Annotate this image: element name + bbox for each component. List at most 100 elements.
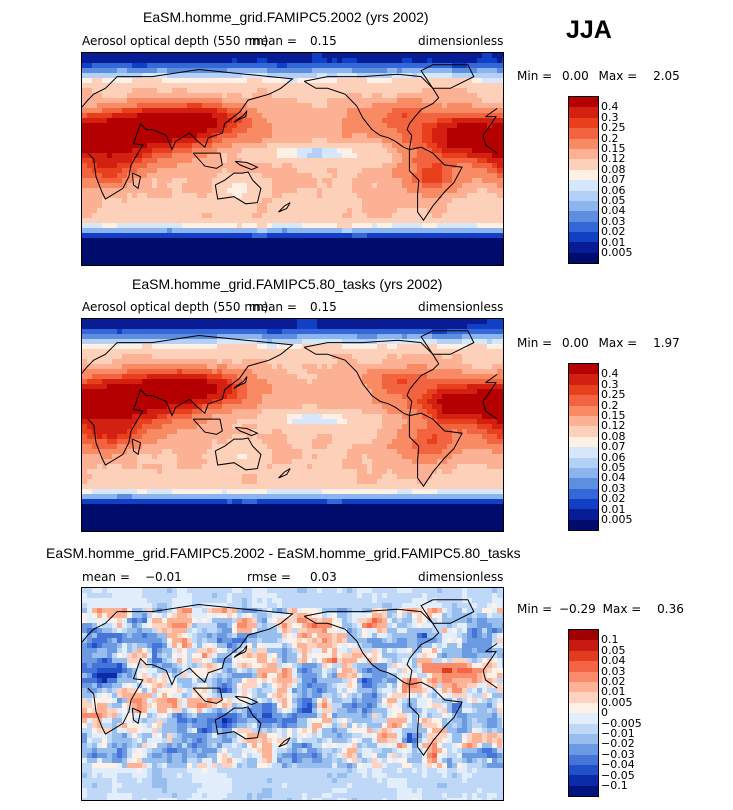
- field-cell: [452, 218, 458, 224]
- colorbar-tick-label: 0.05: [601, 194, 626, 207]
- field-cell: [392, 178, 398, 184]
- field-cell: [437, 379, 443, 385]
- field-cell: [182, 78, 188, 84]
- field-cell: [107, 183, 113, 189]
- field-cell: [452, 384, 458, 390]
- field-cell: [207, 148, 213, 154]
- field-cell: [437, 223, 443, 229]
- field-cell: [392, 324, 398, 330]
- field-cell: [162, 349, 168, 355]
- field-cell: [122, 253, 128, 259]
- field-cell: [312, 253, 318, 259]
- field-cell: [182, 123, 188, 129]
- field-cell: [382, 193, 388, 199]
- field-cell: [147, 253, 153, 259]
- field-cell: [232, 208, 238, 214]
- field-cell: [352, 339, 358, 345]
- field-cell: [457, 108, 463, 114]
- field-cell: [117, 128, 123, 134]
- field-cell: [252, 68, 258, 74]
- field-cell: [367, 238, 373, 244]
- field-cell: [347, 324, 353, 330]
- field-cell: [327, 223, 333, 229]
- field-cell: [462, 203, 468, 209]
- field-cell: [422, 138, 428, 144]
- field-cell: [362, 158, 368, 164]
- field-cell: [457, 158, 463, 164]
- field-cell: [467, 113, 473, 119]
- field-cell: [477, 188, 483, 194]
- field-cell: [407, 83, 413, 89]
- field-cell: [97, 128, 103, 134]
- field-cell: [147, 83, 153, 89]
- field-cell: [402, 98, 408, 104]
- field-cell: [92, 364, 98, 370]
- field-cell: [472, 243, 478, 249]
- field-cell: [182, 113, 188, 119]
- field-cell: [357, 63, 363, 69]
- field-cell: [407, 193, 413, 199]
- field-cell: [342, 123, 348, 129]
- field-cell: [142, 83, 148, 89]
- field-cell: [167, 374, 173, 380]
- field-cell: [427, 238, 433, 244]
- field-cell: [217, 263, 223, 265]
- field-cell: [227, 389, 233, 395]
- field-cell: [237, 63, 243, 69]
- field-cell: [317, 344, 323, 350]
- field-cell: [427, 128, 433, 134]
- field-cell: [402, 364, 408, 370]
- field-cell: [112, 339, 118, 345]
- field-cell: [277, 364, 283, 370]
- field-cell: [412, 198, 418, 204]
- field-cell: [362, 58, 368, 64]
- field-cell: [102, 228, 108, 234]
- field-cell: [242, 148, 248, 154]
- field-cell: [222, 113, 228, 119]
- field-cell: [297, 243, 303, 249]
- field-cell: [367, 319, 373, 325]
- field-cell: [447, 213, 453, 219]
- field-cell: [102, 193, 108, 199]
- field-cell: [92, 178, 98, 184]
- field-cell: [177, 203, 183, 209]
- field-cell: [117, 133, 123, 139]
- field-cell: [237, 118, 243, 124]
- field-cell: [407, 258, 413, 264]
- field-cell: [117, 143, 123, 149]
- field-cell: [422, 369, 428, 375]
- field-cell: [357, 233, 363, 239]
- field-cell: [142, 334, 148, 340]
- field-cell: [262, 143, 268, 149]
- field-cell: [387, 354, 393, 360]
- field-cell: [452, 168, 458, 174]
- field-cell: [427, 153, 433, 159]
- field-cell: [427, 233, 433, 239]
- coastline: [131, 172, 142, 190]
- field-cell: [262, 253, 268, 259]
- field-cell: [242, 63, 248, 69]
- field-cell: [502, 163, 503, 169]
- field-cell: [212, 238, 218, 244]
- field-cell: [442, 238, 448, 244]
- field-cell: [87, 213, 93, 219]
- colorbar-swatch: [569, 200, 598, 212]
- field-cell: [182, 143, 188, 149]
- field-cell: [212, 88, 218, 94]
- field-cell: [472, 319, 478, 325]
- field-cell: [452, 153, 458, 159]
- field-cell: [92, 379, 98, 385]
- field-cell: [197, 258, 203, 264]
- field-cell: [162, 379, 168, 385]
- field-cell: [412, 58, 418, 64]
- field-cell: [222, 243, 228, 249]
- field-cell: [372, 228, 378, 234]
- field-cell: [282, 103, 288, 109]
- field-cell: [302, 178, 308, 184]
- field-cell: [487, 233, 493, 239]
- field-cell: [137, 93, 143, 99]
- field-cell: [397, 324, 403, 330]
- field-cell: [422, 148, 428, 154]
- field-cell: [337, 163, 343, 169]
- field-cell: [277, 168, 283, 174]
